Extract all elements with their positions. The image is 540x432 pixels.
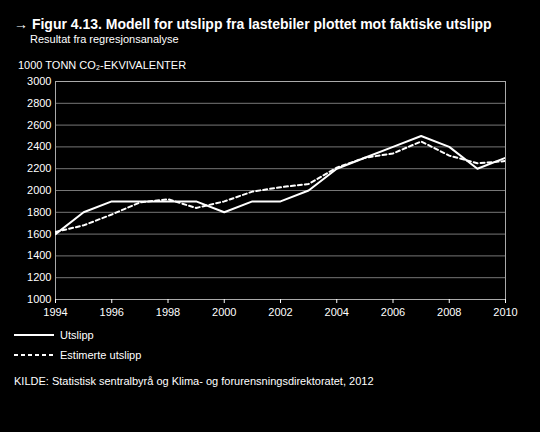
svg-text:1998: 1998 xyxy=(156,306,180,318)
html-text:Utslipp: Utslipp xyxy=(60,329,94,341)
html-text:1000 TONN CO₂-EKVIVALENTER: 1000 TONN CO₂-EKVIVALENTER xyxy=(18,59,187,71)
svg-text:1800: 1800 xyxy=(27,206,51,218)
svg-text:2000: 2000 xyxy=(212,306,236,318)
svg-text:2600: 2600 xyxy=(27,119,51,131)
html-text:Resultat fra regresjonsanalyse: Resultat fra regresjonsanalyse xyxy=(30,33,179,45)
svg-text:3000: 3000 xyxy=(27,75,51,87)
html-text:Estimerte utslipp: Estimerte utslipp xyxy=(60,349,142,361)
svg-text:2002: 2002 xyxy=(268,306,292,318)
svg-text:2006: 2006 xyxy=(381,306,405,318)
svg-text:1200: 1200 xyxy=(27,271,51,283)
svg-text:1000: 1000 xyxy=(27,293,51,305)
svg-text:1600: 1600 xyxy=(27,228,51,240)
svg-text:1996: 1996 xyxy=(100,306,124,318)
svg-text:1400: 1400 xyxy=(27,249,51,261)
svg-text:2200: 2200 xyxy=(27,162,51,174)
html-text:KILDE: Statistisk sentralbyrå: KILDE: Statistisk sentralbyrå og Klima- … xyxy=(14,375,374,387)
svg-text:2000: 2000 xyxy=(27,184,51,196)
svg-text:1994: 1994 xyxy=(43,306,67,318)
svg-text:2004: 2004 xyxy=(325,306,349,318)
svg-text:2800: 2800 xyxy=(27,97,51,109)
svg-text:2400: 2400 xyxy=(27,140,51,152)
svg-text:2008: 2008 xyxy=(437,306,461,318)
html-text:→ Figur 4.13. Modell for utsli: → Figur 4.13. Modell for utslipp fra las… xyxy=(14,16,492,32)
svg-text:2010: 2010 xyxy=(493,306,517,318)
